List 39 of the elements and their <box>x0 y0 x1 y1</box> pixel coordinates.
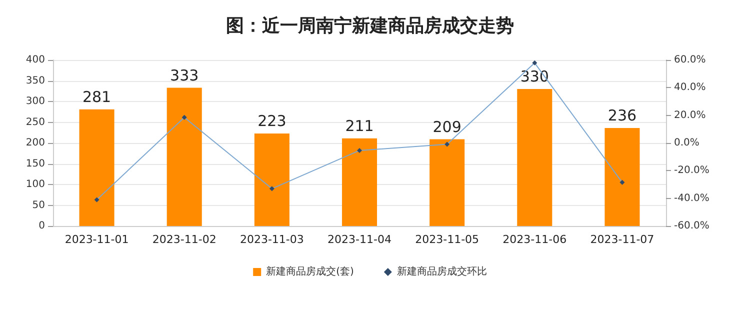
data-label: 281 <box>82 88 112 106</box>
y-tick-label: 100 <box>26 179 45 190</box>
y-tick-label: 150 <box>26 158 45 170</box>
y2-tick-label: -40.0% <box>674 192 710 204</box>
data-label: 236 <box>608 106 637 125</box>
x-tick-label: 2023-11-07 <box>590 233 654 246</box>
bar <box>342 138 378 226</box>
y2-tick-label: 0.0% <box>674 138 700 148</box>
y-tick-label: 200 <box>26 138 45 148</box>
data-label: 209 <box>432 118 462 136</box>
legend-label: 新建商品房成交(套) <box>266 266 354 278</box>
chart-title: 图：近一周南宁新建商品房成交走势 <box>226 16 514 36</box>
x-tick-label: 2023-11-04 <box>328 233 392 246</box>
x-tick-label: 2023-11-05 <box>415 233 480 246</box>
y-tick-label: 350 <box>26 75 45 86</box>
y2-tick-label: 40.0% <box>674 82 706 94</box>
y2-tick-label: -60.0% <box>674 220 710 232</box>
y-tick-label: 400 <box>26 54 45 66</box>
legend-label: 新建商品房成交环比 <box>396 266 487 278</box>
y-tick-label: 0 <box>38 220 45 232</box>
data-label: 211 <box>345 116 374 135</box>
x-tick-label: 2023-11-06 <box>502 233 567 246</box>
y-tick-label: 50 <box>32 200 45 211</box>
y2-tick-label: 60.0% <box>674 54 706 66</box>
bar <box>166 88 202 226</box>
bar <box>604 128 640 226</box>
y2-tick-label: 20.0% <box>674 110 706 121</box>
y-tick-label: 300 <box>26 96 45 107</box>
data-label: 333 <box>170 66 199 84</box>
x-tick-label: 2023-11-03 <box>240 233 304 246</box>
bar <box>254 133 290 226</box>
bar <box>79 109 114 226</box>
data-label: 223 <box>258 112 286 130</box>
y-tick-label: 250 <box>26 116 45 128</box>
x-tick-label: 2023-11-01 <box>64 233 129 246</box>
bar <box>430 139 465 226</box>
y2-tick-label: -20.0% <box>674 165 710 176</box>
bar <box>517 89 552 226</box>
x-tick-label: 2023-11-02 <box>152 233 216 246</box>
